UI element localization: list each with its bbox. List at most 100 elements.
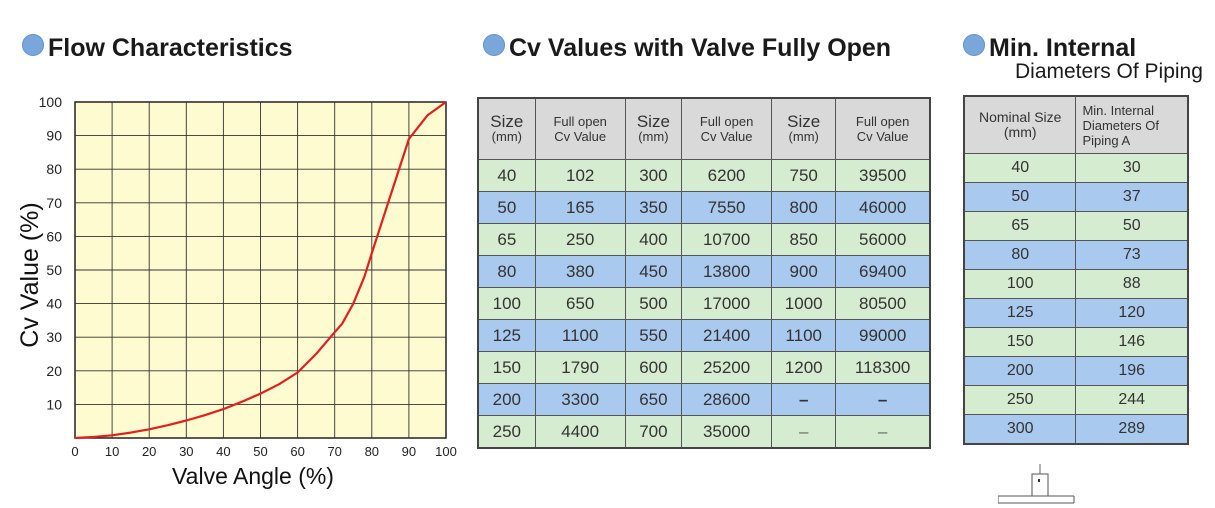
table-cell: 400 — [624, 223, 683, 256]
table-cell: – — [835, 383, 931, 416]
cv-header-size-1: Size (mm) — [477, 97, 536, 160]
flow-characteristics-title: Flow Characteristics — [22, 34, 293, 63]
table-row: 65 50 — [963, 211, 1189, 241]
table-cell: 550 — [624, 319, 683, 352]
cv-title-text: Cv Values with Valve Fully Open — [509, 34, 892, 62]
table-cell: 30 — [1075, 153, 1189, 183]
cv-header-cv-1: Full open Cv Value — [534, 97, 626, 160]
table-cell: 100 — [477, 287, 536, 320]
table-row: 150 146 — [963, 327, 1189, 357]
table-cell: – — [835, 415, 931, 449]
table-cell: 40 — [963, 153, 1077, 183]
table-cell: 65 — [963, 211, 1077, 241]
table-cell: 500 — [624, 287, 683, 320]
table-row: 50 37 — [963, 182, 1189, 212]
table-cell: 100 — [963, 269, 1077, 299]
table-row: 100 650 500 17000 1000 80500 — [477, 287, 931, 320]
table-row: 40 30 — [963, 153, 1189, 183]
table-cell: 165 — [534, 191, 626, 224]
x-axis-label: Valve Angle (%) — [172, 463, 334, 489]
table-row: 200 196 — [963, 356, 1189, 386]
table-row: 125 1100 550 21400 1100 99000 — [477, 319, 931, 352]
table-cell: 35000 — [681, 415, 773, 449]
table-row: 200 3300 650 28600– – — [477, 383, 931, 416]
flow-curve-line — [74, 101, 447, 440]
cv-header-cv-3: Full open Cv Value — [835, 97, 931, 160]
table-cell: 250 — [963, 385, 1077, 415]
x-tick-label: 50 — [253, 444, 267, 459]
x-tick-label: 70 — [327, 444, 341, 459]
table-cell: 300 — [963, 414, 1077, 445]
table-cell: 150 — [963, 327, 1077, 357]
x-tick-label: 100 — [435, 444, 457, 459]
table-cell: 56000 — [835, 223, 931, 256]
table-row: 65 250 400 10700 850 56000 — [477, 223, 931, 256]
table-cell: 250 — [534, 223, 626, 256]
table-cell: 88 — [1075, 269, 1189, 299]
piping-title-line2: Diameters Of Piping — [1015, 60, 1203, 83]
table-cell: 102 — [534, 159, 626, 192]
table-cell: 250 — [477, 415, 536, 449]
table-cell: 289 — [1075, 414, 1189, 445]
cv-table-header-row: Size (mm) Full open Cv Value Size (mm) Full… — [477, 97, 931, 160]
y-tick-label: 40 — [46, 296, 62, 312]
y-tick-label: 70 — [46, 195, 62, 211]
piping-title-line1: Min. Internal — [989, 34, 1137, 62]
table-cell: 4400 — [534, 415, 626, 449]
x-tick-label: 40 — [216, 444, 230, 459]
x-tick-label: 10 — [105, 444, 119, 459]
x-tick-label: 30 — [179, 444, 193, 459]
table-cell: 200 — [477, 383, 536, 416]
table-cell: 50 — [1075, 211, 1189, 241]
table-row: 80 73 — [963, 240, 1189, 270]
table-cell: 1790 — [534, 351, 626, 384]
table-cell: 50 — [477, 191, 536, 224]
table-cell: 80 — [477, 255, 536, 288]
table-row: 125 120 — [963, 298, 1189, 328]
x-tick-label: 90 — [402, 444, 416, 459]
table-row: 50 165 350 7550 800 46000 — [477, 191, 931, 224]
x-tick-label: 80 — [365, 444, 379, 459]
table-cell: 37 — [1075, 182, 1189, 212]
table-cell: 800 — [771, 191, 837, 224]
table-cell: 73 — [1075, 240, 1189, 270]
table-cell: 900 — [771, 255, 837, 288]
table-cell: 850 — [771, 223, 837, 256]
table-cell: 146 — [1075, 327, 1189, 357]
table-row: 300 289 — [963, 414, 1189, 445]
cv-values-title: Cv Values with Valve Fully Open — [483, 34, 891, 63]
table-cell: 13800 — [681, 255, 773, 288]
table-cell: 120 — [1075, 298, 1189, 328]
table-cell: 69400 — [835, 255, 931, 288]
table-cell: 125 — [963, 298, 1077, 328]
x-tick-label: 20 — [142, 444, 156, 459]
table-cell: 300 — [624, 159, 683, 192]
table-cell: 1100 — [534, 319, 626, 352]
piping-title-block: Min. Internal Diameters Of Piping — [989, 34, 1203, 86]
table-cell: 80500 — [835, 287, 931, 320]
cv-header-cv-2: Full open Cv Value — [681, 97, 773, 160]
table-cell: 196 — [1075, 356, 1189, 386]
table-cell: 46000 — [835, 191, 931, 224]
table-cell: 600 — [624, 351, 683, 384]
table-cell: 6200 — [681, 159, 773, 192]
table-cell: 50 — [963, 182, 1077, 212]
table-cell: 125 — [477, 319, 536, 352]
cv-values-table: Size (mm) Full open Cv Value Size (mm) Full… — [477, 97, 931, 449]
table-cell: 700 — [624, 415, 683, 449]
piping-diameters-table: Nominal Size (mm) Min. Internal Diameters … — [963, 95, 1189, 445]
cv-header-size-2: Size (mm) — [624, 97, 683, 160]
pipe-header-min-diameter: Min. Internal Diameters Of Piping A — [1075, 95, 1189, 154]
table-cell: 40 — [477, 159, 536, 192]
y-axis-label: Cv Value (%) — [16, 202, 44, 347]
table-cell: – — [771, 383, 837, 416]
table-cell: 7550 — [681, 191, 773, 224]
y-tick-label: 80 — [46, 161, 62, 177]
table-cell: 10700 — [681, 223, 773, 256]
y-tick-label: 60 — [46, 228, 62, 244]
table-cell: 380 — [534, 255, 626, 288]
table-cell: 150 — [477, 351, 536, 384]
table-cell: 450 — [624, 255, 683, 288]
table-cell: 1000 — [771, 287, 837, 320]
bullet-circle-icon — [22, 34, 44, 56]
